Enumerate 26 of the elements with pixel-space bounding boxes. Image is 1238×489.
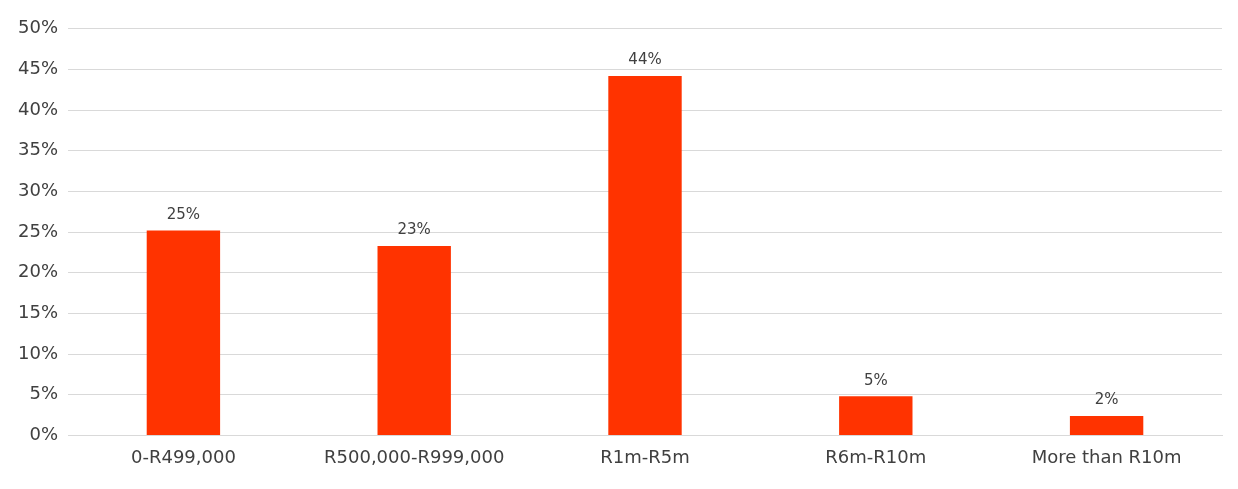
bar [146,230,221,435]
y-tick-label: 40% [17,97,59,119]
x-tick-label: R6m-R10m [825,445,927,467]
data-label: 5% [863,370,888,389]
y-tick-label: 45% [17,57,59,79]
y-tick-label: 15% [17,301,59,323]
x-tick-label: 0-R499,000 [130,445,236,467]
bar [377,245,451,435]
x-tick-label: More than R10m [1031,445,1182,467]
bar [839,396,913,435]
y-tick-label: 0% [29,423,59,445]
bar [1069,415,1144,435]
data-label: 44% [628,50,662,69]
bar [608,75,682,435]
y-tick-label: 25% [17,219,59,241]
y-tick-label: 35% [17,138,59,160]
data-label: 23% [397,220,431,239]
data-label: 2% [1094,390,1119,409]
y-tick-label: 5% [29,382,59,404]
y-tick-label: 50% [17,16,59,38]
data-label: 25% [166,204,201,223]
y-tick-label: 30% [17,179,59,201]
x-tick-label: R500,000-R999,000 [324,445,505,467]
x-tick-label: R1m-R5m [600,445,690,467]
y-tick-label: 10% [17,341,59,363]
y-tick-label: 20% [17,260,59,282]
